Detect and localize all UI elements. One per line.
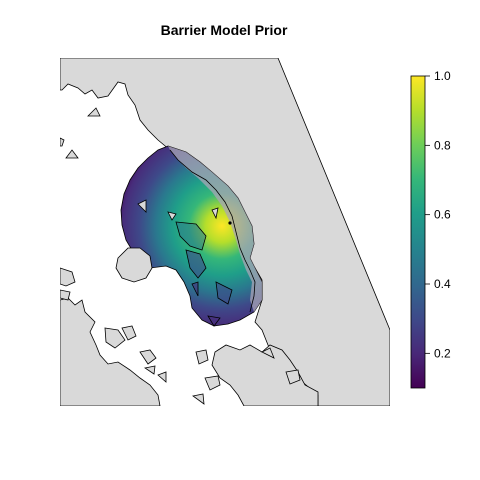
colorbar-tick-label: 1.0: [434, 69, 451, 83]
land-islet-15: [87, 107, 101, 117]
land-islet-4: [121, 325, 137, 341]
land-islet-10: [192, 393, 205, 405]
field-island-7: [211, 207, 219, 220]
source-point-marker: [228, 221, 232, 225]
field-island-8: [191, 281, 199, 297]
colorbar-tick-label: 0.2: [434, 346, 451, 360]
field-island-6: [167, 211, 177, 221]
land-islet-11: [285, 369, 301, 385]
colorbar-tick-label: 0.6: [434, 208, 451, 222]
land-islet-2: [60, 289, 71, 301]
land-islet-1: [60, 267, 76, 287]
land-islet-5: [139, 349, 157, 365]
colorbar-tick-label: 0.8: [434, 138, 451, 152]
colorbar-ticks: 1.0 0.8 0.6 0.4 0.2: [425, 69, 451, 360]
land-southwest: [60, 297, 161, 406]
land-islet-14: [65, 149, 79, 159]
plot-title: Barrier Model Prior: [160, 22, 288, 38]
land-islet-6: [143, 365, 156, 375]
field-island-1: [175, 221, 207, 251]
colorbar-gradient: [410, 75, 426, 389]
field-island-3: [215, 281, 233, 305]
field-island-5: [137, 199, 147, 213]
map-panel: [60, 58, 390, 406]
colorbar-tick-label: 0.4: [434, 277, 451, 291]
field-coastline: [169, 149, 256, 313]
land-islet-7: [157, 371, 167, 383]
colorbar: 1.0 0.8 0.6 0.4 0.2: [410, 69, 451, 389]
field-island-2: [185, 249, 207, 279]
land-islet-13: [60, 137, 65, 147]
barrier-zone: [168, 146, 262, 312]
land-west-island: [115, 247, 153, 283]
field-island-4: [207, 315, 221, 327]
land-islet-8: [195, 349, 209, 365]
land-islet-3: [104, 327, 126, 349]
land-islet-9: [204, 375, 221, 391]
land-islet-12: [261, 347, 275, 359]
